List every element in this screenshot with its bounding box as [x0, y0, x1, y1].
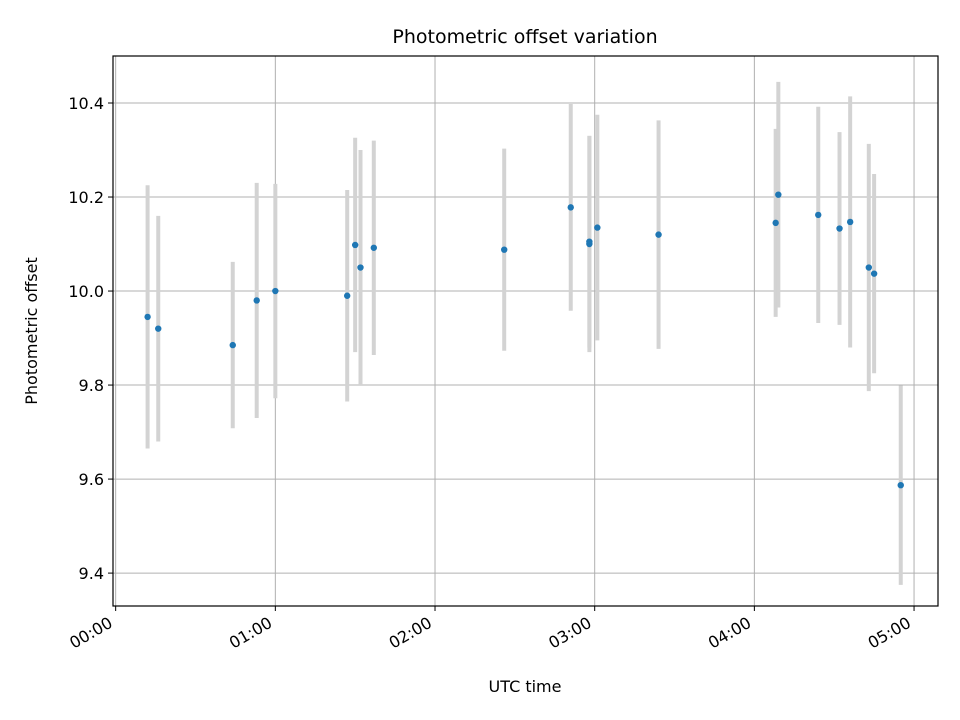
data-point — [655, 231, 662, 238]
data-point — [351, 241, 359, 249]
data-point — [772, 219, 779, 227]
plot-area-frame — [112, 55, 939, 607]
y-tick-label: 10.4 — [68, 94, 104, 113]
y-tick-label: 9.4 — [79, 564, 104, 583]
data-point — [272, 287, 279, 295]
y-tick-label: 10.2 — [68, 188, 104, 207]
data-point — [897, 481, 904, 489]
data-point — [253, 297, 260, 304]
y-tick-label: 9.6 — [79, 470, 104, 489]
data-points — [144, 191, 904, 489]
chart-title: Photometric offset variation — [392, 26, 657, 48]
data-point — [567, 204, 574, 211]
data-point — [836, 225, 843, 232]
data-point — [155, 325, 162, 332]
x-axis-label: UTC time — [489, 677, 562, 696]
data-point — [775, 191, 782, 198]
y-tick-label: 9.8 — [79, 376, 104, 395]
data-point — [357, 264, 364, 271]
data-point — [229, 341, 236, 349]
data-point — [343, 292, 351, 299]
y-axis: 9.4 9.6 9.8 10.0 10.2 10.4 — [68, 94, 113, 583]
y-axis-label: Photometric offset — [22, 257, 41, 405]
y-tick-label: 10.0 — [68, 282, 104, 301]
data-point — [144, 313, 151, 321]
data-point — [594, 224, 601, 231]
data-point — [501, 246, 508, 253]
grid — [113, 56, 938, 606]
data-point — [846, 218, 854, 226]
data-point — [370, 244, 378, 251]
data-point — [586, 238, 593, 245]
data-point — [870, 270, 878, 277]
data-point — [815, 211, 822, 219]
data-point — [865, 264, 873, 271]
